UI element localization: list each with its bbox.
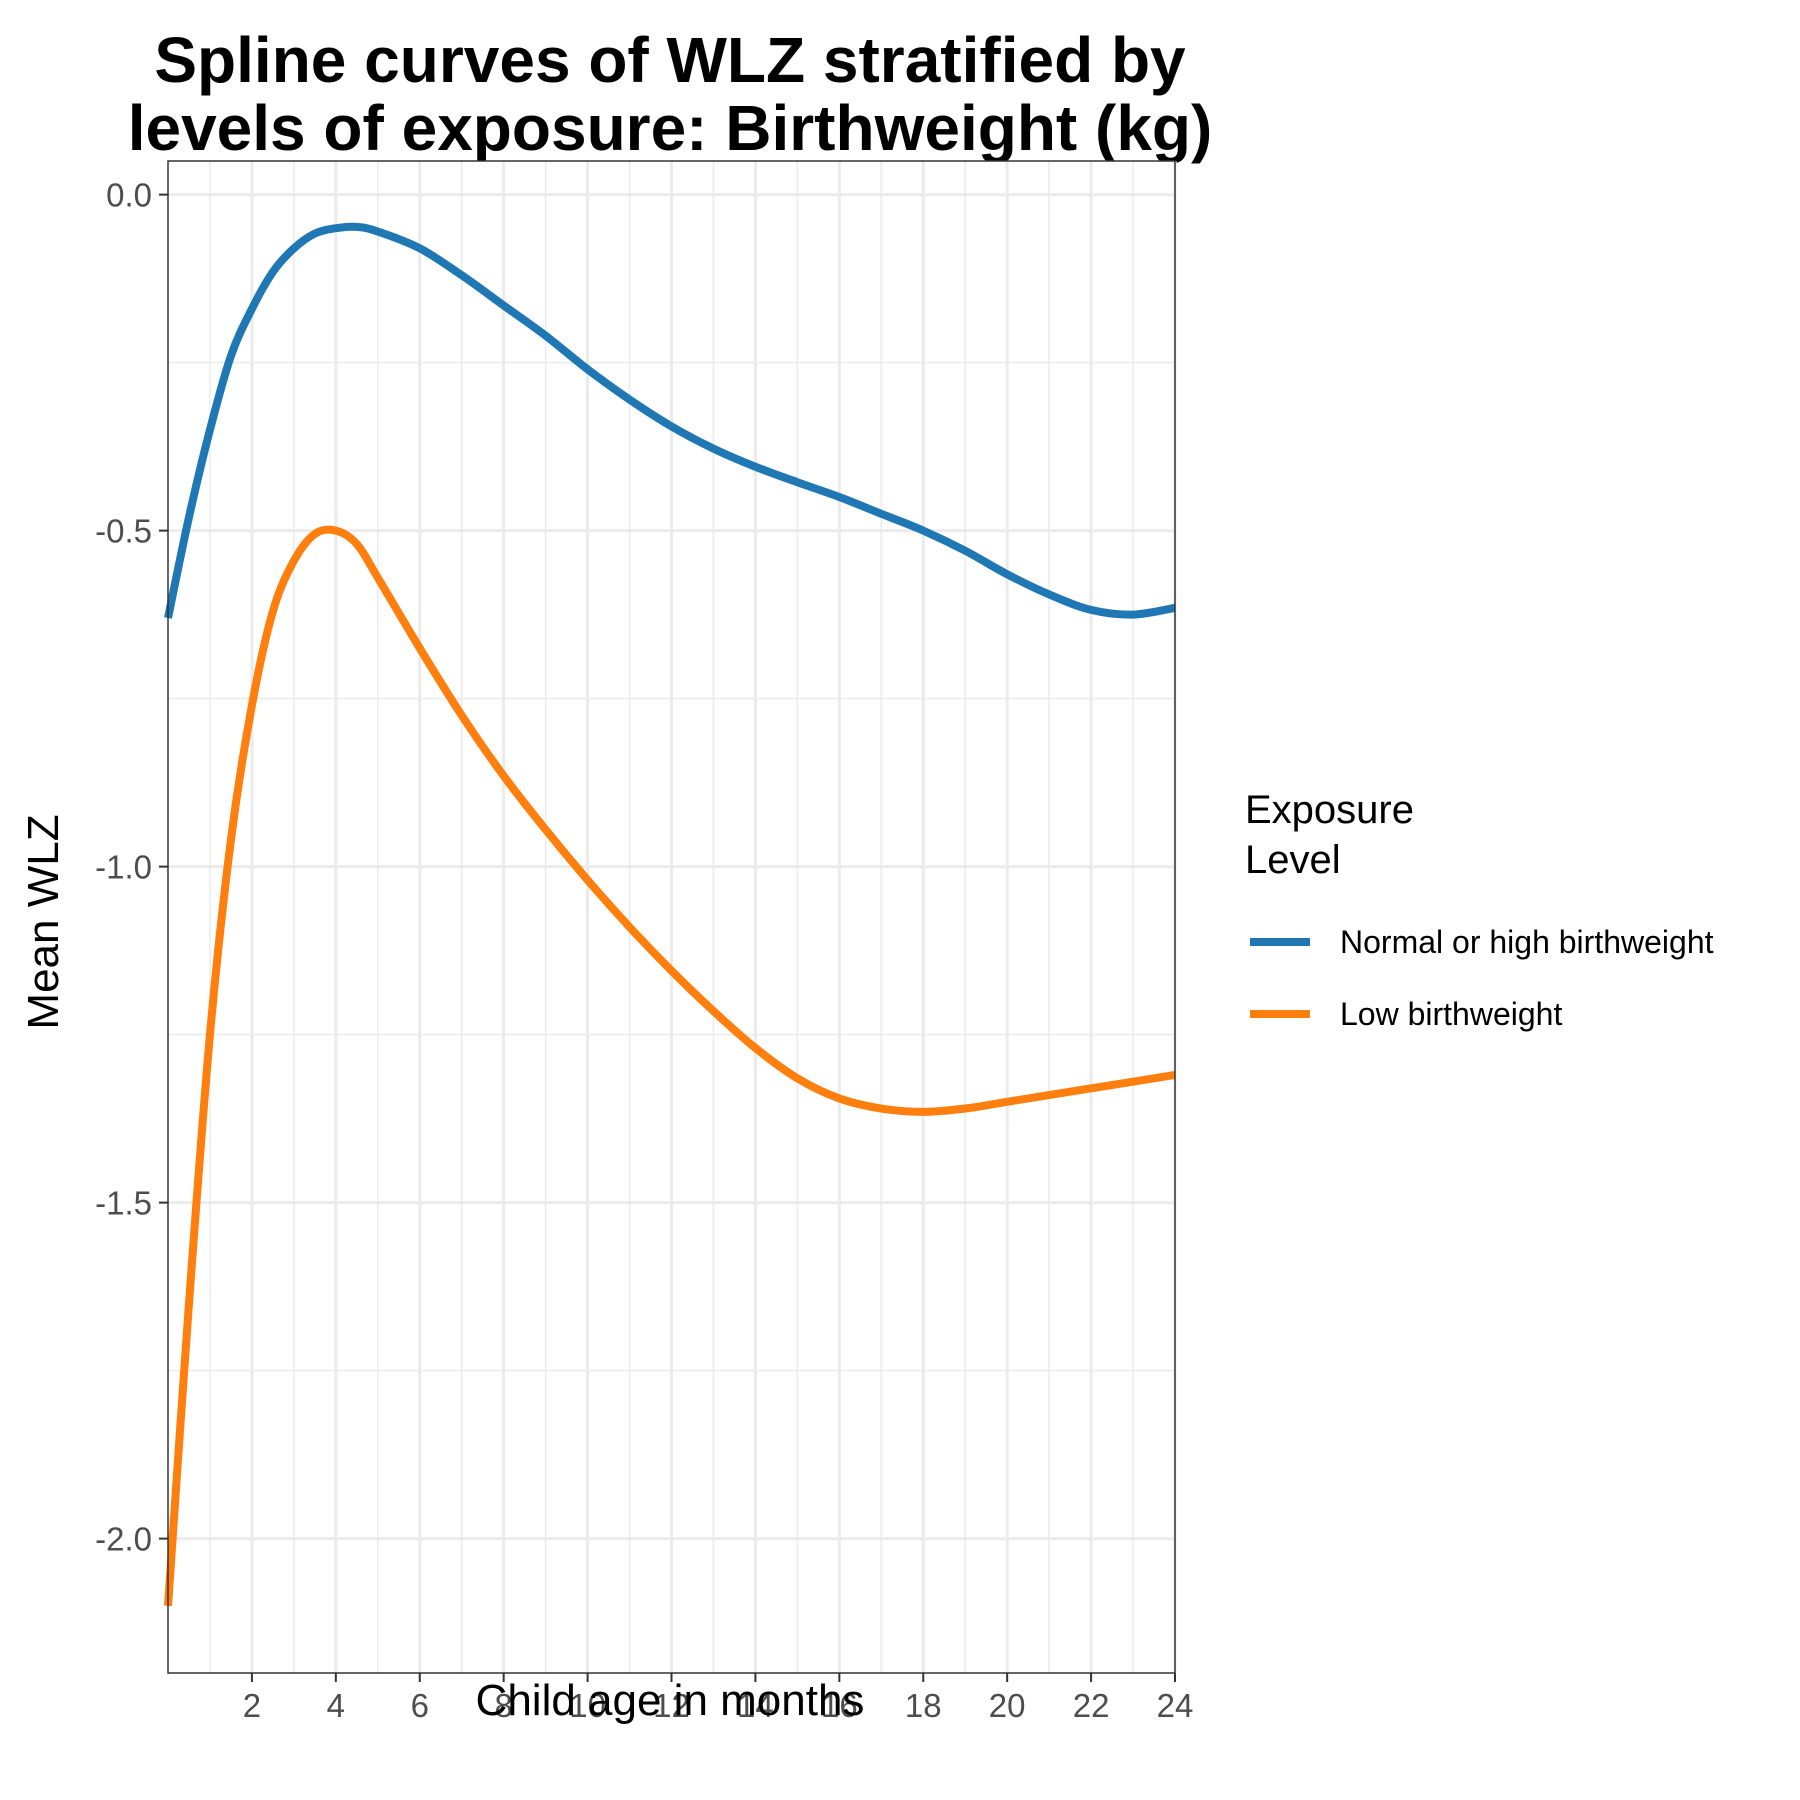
legend-title-line-1: Exposure (1245, 788, 1414, 832)
x-tick-label: 16 (821, 1687, 858, 1724)
y-tick-label: -0.5 (95, 513, 152, 550)
x-tick-label: 12 (653, 1687, 690, 1724)
x-tick-label: 10 (569, 1687, 606, 1724)
x-tick-label: 18 (905, 1687, 942, 1724)
y-tick-label: -1.0 (95, 849, 152, 886)
y-axis-title: Mean WLZ (19, 814, 68, 1029)
x-tick-label: 6 (411, 1687, 429, 1724)
chart-title-line-2: levels of exposure: Birthweight (kg) (128, 92, 1213, 164)
legend-items: Normal or high birthweight Low birthweigh… (1250, 924, 1714, 1032)
x-axis: 2 4 6 8 10 12 14 16 18 20 22 24 (243, 1673, 1194, 1724)
x-axis-title: Child age in months (476, 1676, 865, 1725)
chart-title-line-1: Spline curves of WLZ stratified by (154, 24, 1186, 96)
x-tick-label: 20 (989, 1687, 1026, 1724)
y-tick-label: -1.5 (95, 1185, 152, 1222)
legend: Exposure Level Normal or high birthweigh… (1245, 788, 1714, 1032)
x-tick-label: 24 (1157, 1687, 1194, 1724)
x-tick-label: 14 (737, 1687, 774, 1724)
x-tick-label: 4 (327, 1687, 345, 1724)
y-tick-label: -2.0 (95, 1521, 152, 1558)
x-tick-label: 22 (1073, 1687, 1110, 1724)
legend-label-1: Low birthweight (1340, 996, 1562, 1032)
series-line-0 (164, 222, 1176, 619)
plot-area (164, 160, 1177, 1674)
legend-label-0: Normal or high birthweight (1340, 924, 1714, 960)
x-tick-label: 8 (494, 1687, 512, 1724)
legend-title-line-2: Level (1245, 838, 1341, 882)
series-line-1 (164, 525, 1176, 1607)
y-axis: 0.0 -0.5 -1.0 -1.5 -2.0 (95, 177, 168, 1558)
x-tick-label: 2 (243, 1687, 261, 1724)
series-lines (164, 222, 1176, 1607)
y-tick-label: 0.0 (106, 177, 152, 214)
